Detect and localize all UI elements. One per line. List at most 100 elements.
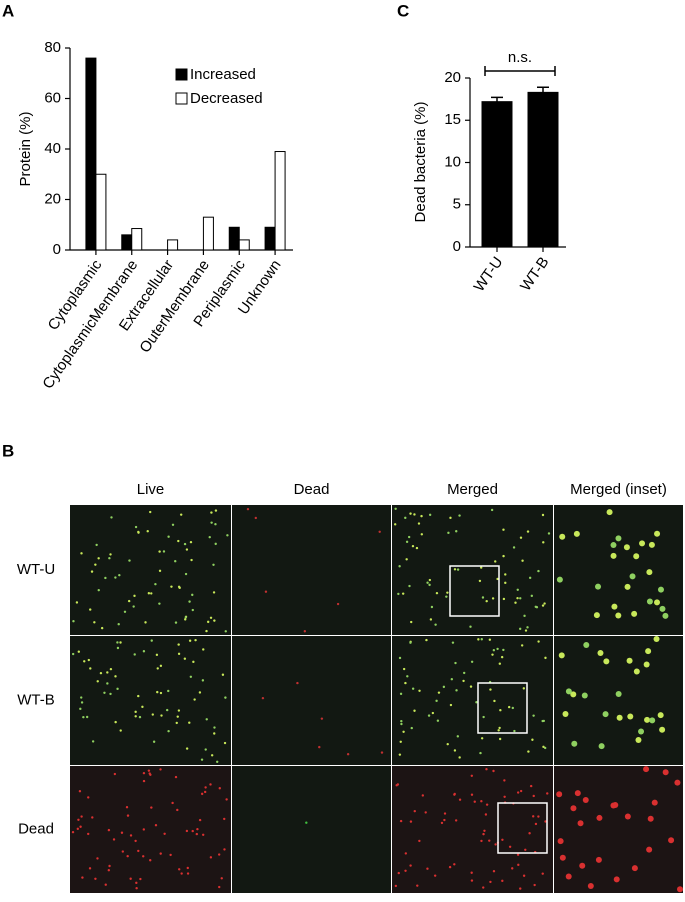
cell-dot	[118, 573, 121, 577]
cell-dot	[134, 839, 137, 843]
cell-dot	[156, 690, 159, 694]
micrograph	[232, 636, 391, 765]
cell-dot	[557, 838, 564, 845]
cell-dot	[513, 729, 516, 733]
cell-dot	[221, 673, 225, 676]
cell-dot	[114, 675, 117, 678]
cell-dot	[191, 593, 194, 597]
cell-dot	[209, 783, 212, 786]
x-tick-label: WT-B	[517, 254, 552, 294]
cell-dot	[114, 576, 117, 579]
cell-dot	[210, 511, 213, 514]
cell-dot	[119, 641, 122, 644]
cell-dot	[404, 869, 407, 872]
y-tick-label: 10	[444, 153, 461, 170]
cell-dot	[97, 557, 100, 560]
cell-dot	[149, 773, 152, 776]
cell-dot	[643, 766, 650, 773]
cell-dot	[214, 542, 217, 546]
cell-dot	[491, 597, 495, 600]
cell-dot	[456, 735, 460, 738]
cell-dot	[462, 679, 465, 683]
cell-dot	[504, 573, 507, 576]
cell-dot	[499, 709, 502, 712]
cell-dot	[184, 572, 188, 576]
cell-dot	[537, 569, 540, 573]
cell-dot	[492, 870, 496, 873]
cell-dot	[631, 865, 638, 872]
cell-dot	[142, 771, 146, 775]
cell-dot	[79, 825, 82, 828]
cell-dot	[453, 792, 456, 796]
cell-dot	[453, 863, 456, 866]
bar	[238, 239, 250, 251]
cell-dot	[189, 540, 193, 544]
cell-dot	[162, 550, 166, 553]
cell-dot	[189, 675, 193, 678]
cell-dot	[426, 867, 429, 870]
cell-dot	[646, 598, 653, 605]
cell-dot	[450, 678, 454, 681]
cell-dot	[224, 630, 227, 633]
cell-dot	[82, 715, 85, 719]
cell-dot	[491, 653, 494, 656]
panel-label: B	[2, 441, 14, 460]
cell-dot	[210, 521, 213, 524]
cell-dot	[522, 687, 526, 690]
cell-dot	[108, 557, 111, 560]
panel-label: A	[2, 1, 14, 20]
cell-dot	[446, 591, 449, 594]
cell-dot	[646, 569, 653, 576]
cell-dot	[78, 790, 82, 793]
cell-dot	[482, 832, 485, 836]
cell-dot	[346, 752, 350, 756]
cell-dot	[500, 655, 504, 659]
inset-box	[497, 802, 548, 854]
cell-dot	[488, 638, 492, 641]
row-label: WT-U	[17, 561, 55, 578]
cell-dot	[542, 745, 545, 749]
cell-dot	[654, 530, 661, 537]
cell-dot	[544, 656, 547, 660]
row-label: Dead	[18, 820, 54, 837]
cell-dot	[570, 805, 577, 812]
cell-dot	[577, 820, 584, 827]
cell-dot	[496, 577, 499, 581]
cell-dot	[104, 576, 107, 580]
cell-dot	[574, 790, 581, 797]
cell-dot	[100, 626, 104, 630]
cell-dot	[433, 874, 437, 877]
cell-dot	[104, 883, 107, 886]
panel-label: C	[397, 1, 409, 20]
cell-dot	[405, 540, 409, 544]
bar	[274, 151, 286, 251]
micrograph	[70, 766, 231, 893]
cell-dot	[109, 692, 112, 696]
cell-dot	[449, 703, 453, 707]
cell-dot	[186, 872, 190, 875]
cell-dot	[502, 528, 505, 531]
cell-dot	[196, 827, 199, 831]
cell-dot	[546, 792, 549, 795]
cell-dot	[128, 559, 131, 562]
cell-dot	[116, 641, 119, 644]
error-bar	[491, 96, 503, 102]
cell-dot	[407, 535, 411, 539]
cell-dot	[556, 576, 563, 583]
cell-dot	[649, 717, 656, 724]
cell-dot	[512, 546, 516, 549]
cell-dot	[531, 738, 534, 741]
inset-box	[477, 682, 528, 734]
cell-dot	[451, 641, 455, 644]
cell-dot	[158, 569, 162, 573]
inset-box	[449, 565, 500, 617]
cell-dot	[85, 715, 89, 719]
cell-dot	[623, 544, 630, 551]
cell-dot	[516, 596, 519, 600]
cell-dot	[447, 531, 450, 535]
cell-dot	[183, 542, 187, 546]
y-tick-label: 40	[44, 140, 61, 157]
cell-dot	[264, 590, 268, 593]
cell-dot	[435, 699, 438, 703]
cell-dot	[520, 644, 524, 647]
